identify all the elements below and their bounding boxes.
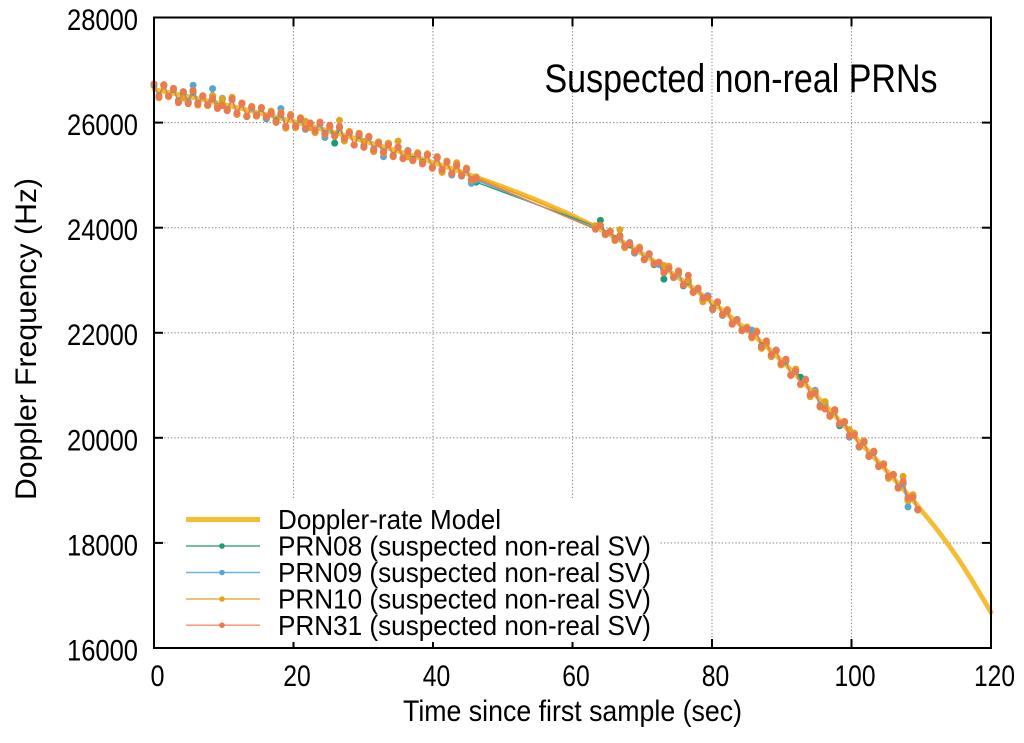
svg-text:Suspected non-real PRNs: Suspected non-real PRNs bbox=[545, 57, 938, 101]
svg-text:PRN08 (suspected non-real SV): PRN08 (suspected non-real SV) bbox=[278, 531, 651, 562]
svg-text:22000: 22000 bbox=[67, 319, 138, 352]
svg-text:PRN10 (suspected non-real SV): PRN10 (suspected non-real SV) bbox=[278, 584, 651, 615]
svg-text:Doppler-rate Model: Doppler-rate Model bbox=[278, 504, 501, 535]
svg-text:16000: 16000 bbox=[67, 635, 138, 668]
svg-text:26000: 26000 bbox=[67, 109, 138, 142]
svg-text:28000: 28000 bbox=[67, 4, 138, 37]
svg-text:PRN31 (suspected non-real SV): PRN31 (suspected non-real SV) bbox=[278, 610, 651, 641]
svg-text:PRN09 (suspected non-real SV): PRN09 (suspected non-real SV) bbox=[278, 557, 651, 588]
svg-text:60: 60 bbox=[562, 660, 590, 693]
svg-text:100: 100 bbox=[835, 660, 876, 693]
svg-text:18000: 18000 bbox=[67, 529, 138, 562]
svg-text:Time since first sample (sec): Time since first sample (sec) bbox=[403, 695, 742, 728]
svg-text:24000: 24000 bbox=[67, 214, 138, 247]
svg-text:20000: 20000 bbox=[67, 424, 138, 457]
svg-text:20: 20 bbox=[283, 660, 311, 693]
svg-text:Doppler Frequency (Hz): Doppler Frequency (Hz) bbox=[10, 178, 43, 500]
svg-text:40: 40 bbox=[423, 660, 451, 693]
svg-text:0: 0 bbox=[151, 660, 165, 693]
svg-text:80: 80 bbox=[702, 660, 730, 693]
svg-text:120: 120 bbox=[974, 660, 1015, 693]
